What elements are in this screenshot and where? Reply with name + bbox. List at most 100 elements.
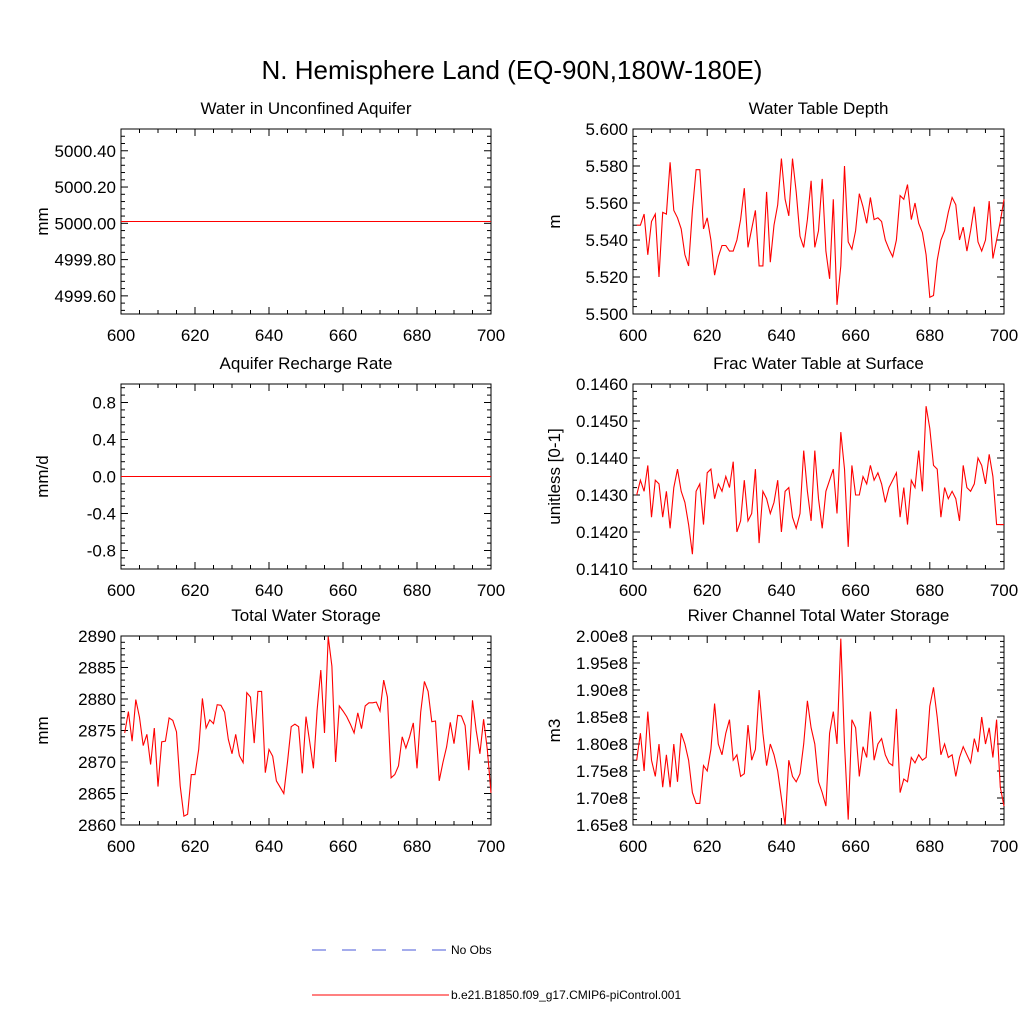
x-tick-label: 620	[693, 837, 721, 856]
x-tick-label: 660	[329, 837, 357, 856]
x-tick-label: 600	[619, 837, 647, 856]
y-tick-label: 0.1410	[576, 560, 628, 579]
x-tick-label: 600	[107, 837, 135, 856]
x-tick-label: 680	[916, 581, 944, 600]
chart-title: Water Table Depth	[749, 99, 889, 118]
plot-frame	[632, 128, 1005, 315]
x-tick-label: 620	[181, 837, 209, 856]
chart-panels: Water in Unconfined Aquifer mm 600 620 640 66…	[33, 99, 1018, 856]
y-tick-label: 1.70e8	[576, 789, 628, 808]
chart-panel-4: Frac Water Table at Surface unitless [0-1…	[545, 354, 1018, 600]
plot-frame	[632, 635, 1005, 826]
series-line-1	[636, 638, 1005, 826]
y-tick-label: 5.500	[585, 305, 628, 324]
y-axis-label: m3	[545, 719, 564, 743]
y-tick-label: 0.8	[92, 394, 116, 413]
x-tick-label: 640	[767, 581, 795, 600]
x-tick-label: 700	[990, 326, 1018, 345]
series-line-1	[636, 406, 1004, 555]
y-tick-label: 0.1460	[576, 375, 628, 394]
plot-frame	[632, 383, 1005, 570]
y-tick-label: 0.1440	[576, 449, 628, 468]
x-tick-label: 680	[403, 581, 431, 600]
x-tick-label: 700	[477, 326, 505, 345]
legend-label-model: b.e21.B1850.f09_g17.CMIP6-piControl.001	[451, 988, 681, 1002]
chart-title: Water in Unconfined Aquifer	[200, 99, 411, 118]
chart-title: Aquifer Recharge Rate	[220, 354, 393, 373]
legend-label-no-obs: No Obs	[451, 943, 492, 957]
y-tick-label: 1.65e8	[576, 816, 628, 835]
x-tick-label: 620	[693, 581, 721, 600]
y-axis-label: mm	[33, 207, 52, 235]
y-tick-label: 2875	[78, 722, 116, 741]
y-tick-label: 0.1450	[576, 412, 628, 431]
y-tick-label: 1.75e8	[576, 762, 628, 781]
y-tick-label: 1.90e8	[576, 681, 628, 700]
y-tick-label: 5.520	[585, 268, 628, 287]
y-tick-label: 0.1420	[576, 523, 628, 542]
y-tick-label: 0.0	[92, 468, 116, 487]
y-axis-label: mm/d	[33, 455, 52, 498]
series-line-1	[124, 636, 492, 818]
y-tick-label: 1.95e8	[576, 654, 628, 673]
y-tick-label: 0.4	[92, 431, 116, 450]
y-tick-label: 4999.60	[55, 287, 116, 306]
figure-title: N. Hemisphere Land (EQ-90N,180W-180E)	[262, 55, 763, 85]
x-tick-label: 600	[619, 581, 647, 600]
x-tick-label: 620	[693, 326, 721, 345]
chart-panel-1: Water in Unconfined Aquifer mm 600 620 640 66…	[33, 99, 505, 345]
x-tick-label: 700	[990, 837, 1018, 856]
y-tick-label: -0.8	[87, 542, 116, 561]
chart-panel-2: Water Table Depth m 600 620 640 660 680 700 5.50…	[545, 99, 1018, 345]
y-tick-label: 2890	[78, 627, 116, 646]
y-tick-label: 1.80e8	[576, 735, 628, 754]
x-tick-label: 700	[990, 581, 1018, 600]
x-tick-label: 600	[619, 326, 647, 345]
x-tick-label: 660	[329, 326, 357, 345]
x-tick-label: 620	[181, 326, 209, 345]
chart-title: Total Water Storage	[231, 606, 381, 625]
x-tick-label: 700	[477, 837, 505, 856]
x-tick-label: 640	[767, 326, 795, 345]
x-tick-label: 640	[255, 837, 283, 856]
x-tick-label: 680	[916, 326, 944, 345]
legend: No Obs b.e21.B1850.f09_g17.CMIP6-piContr…	[312, 943, 681, 1002]
x-tick-label: 660	[841, 837, 869, 856]
y-tick-label: 4999.80	[55, 251, 116, 270]
x-tick-label: 600	[107, 326, 135, 345]
x-tick-label: 640	[255, 581, 283, 600]
y-axis-label: unitless [0-1]	[545, 428, 564, 524]
y-tick-label: 5.580	[585, 157, 628, 176]
x-tick-label: 620	[181, 581, 209, 600]
y-tick-label: 5.540	[585, 231, 628, 250]
y-tick-label: 2880	[78, 690, 116, 709]
x-tick-label: 680	[403, 837, 431, 856]
chart-panel-5: Total Water Storage mm 600 620 640 660 680 700 2…	[33, 606, 505, 856]
chart-title: Frac Water Table at Surface	[713, 354, 924, 373]
y-tick-label: 2870	[78, 753, 116, 772]
y-tick-label: 5000.40	[55, 142, 116, 161]
y-tick-label: 1.85e8	[576, 708, 628, 727]
y-tick-label: 5.560	[585, 194, 628, 213]
y-tick-label: 2.00e8	[576, 627, 628, 646]
y-tick-label: 2860	[78, 816, 116, 835]
series-line-1	[636, 158, 1005, 305]
x-tick-label: 640	[255, 326, 283, 345]
chart-title: River Channel Total Water Storage	[688, 606, 950, 625]
y-axis-label: mm	[33, 716, 52, 744]
y-tick-label: 5000.00	[55, 214, 116, 233]
y-tick-label: 2865	[78, 785, 116, 804]
x-tick-label: 600	[107, 581, 135, 600]
x-tick-label: 680	[403, 326, 431, 345]
y-tick-label: -0.4	[87, 505, 116, 524]
x-tick-label: 700	[477, 581, 505, 600]
x-tick-label: 680	[916, 837, 944, 856]
x-tick-label: 660	[841, 581, 869, 600]
x-tick-label: 660	[329, 581, 357, 600]
y-tick-label: 0.1430	[576, 486, 628, 505]
x-tick-label: 660	[841, 326, 869, 345]
chart-panel-3: Aquifer Recharge Rate mm/d 600 620 640 660 680…	[33, 354, 505, 600]
x-tick-label: 640	[767, 837, 795, 856]
